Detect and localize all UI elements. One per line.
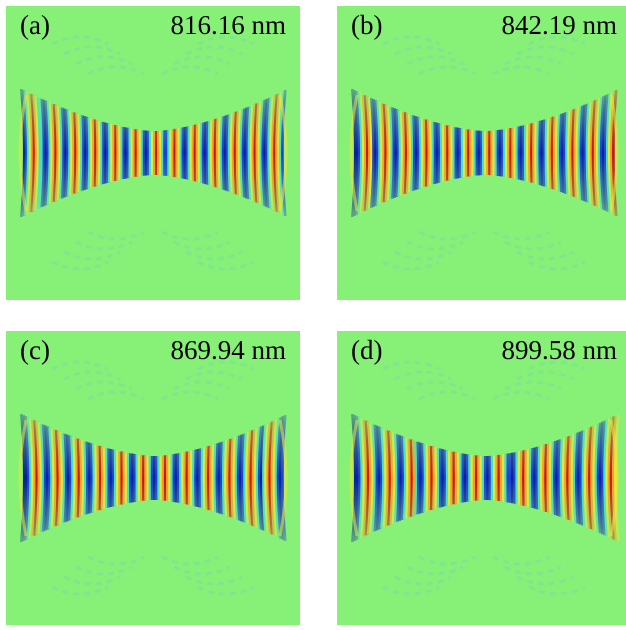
beam-edge-left	[18, 94, 28, 212]
panel-label-d: (d)	[351, 335, 383, 365]
faint-ring-artifacts	[382, 360, 586, 596]
interference-fringes	[20, 89, 287, 217]
beam-edge-left	[18, 419, 28, 537]
field-panel-b: (b) 842.19 nm	[337, 6, 626, 300]
beam-edge-right	[278, 94, 288, 212]
interference-fringes	[351, 89, 618, 217]
wavelength-label-d: 899.58 nm	[501, 335, 617, 365]
field-map-a	[6, 6, 300, 300]
beam-edge-left	[349, 419, 359, 537]
faint-ring-artifacts	[51, 360, 255, 596]
beam-edge-right	[609, 94, 619, 212]
field-panel-a: (a) 816.16 nm	[6, 6, 300, 300]
wavelength-label-c: 869.94 nm	[170, 335, 286, 365]
faint-ring-artifacts	[51, 35, 255, 271]
faint-ring-artifacts	[382, 35, 586, 271]
wavelength-label-b: 842.19 nm	[501, 10, 617, 40]
beam-edge-right	[278, 419, 288, 537]
panel-label-b: (b)	[351, 10, 383, 40]
beam-edge-left	[349, 94, 359, 212]
interference-fringes	[20, 414, 287, 542]
panel-label-c: (c)	[20, 335, 50, 365]
wavelength-label-a: 816.16 nm	[170, 10, 286, 40]
beam-edge-right	[609, 419, 619, 537]
field-map-d	[337, 331, 626, 625]
field-panel-c: (c) 869.94 nm	[6, 331, 300, 625]
field-panel-d: (d) 899.58 nm	[337, 331, 626, 625]
field-map-c	[6, 331, 300, 625]
interference-fringes	[351, 414, 620, 542]
panel-label-a: (a)	[20, 10, 50, 40]
field-map-b	[337, 6, 626, 300]
